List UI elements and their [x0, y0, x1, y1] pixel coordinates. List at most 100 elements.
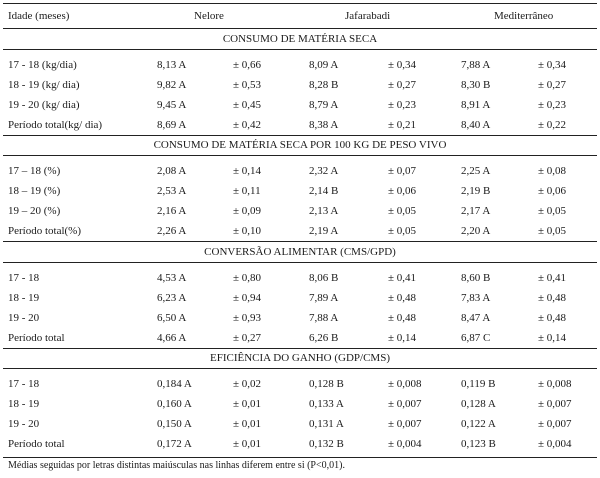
nelore-mean: 6,23 A [157, 292, 187, 304]
mediterraneo-sd: ± 0,23 [538, 99, 567, 111]
section-title: CONSUMO DE MATÉRIA SECA POR 100 KG DE PE… [153, 139, 447, 151]
jafarabadi-mean: 6,26 B [309, 332, 339, 344]
mediterraneo-mean: 8,47 A [461, 312, 491, 324]
jafarabadi-mean: 8,38 A [309, 119, 339, 131]
nelore-sd: ± 0,02 [233, 378, 262, 390]
age-cell: 18 - 19 [8, 292, 40, 304]
age-cell: 18 – 19 (%) [8, 185, 61, 197]
nelore-mean: 8,13 A [157, 59, 187, 71]
nelore-mean: 0,172 A [157, 438, 192, 450]
mediterraneo-sd: ± 0,34 [538, 59, 567, 71]
age-cell: 18 - 19 (kg/ dia) [8, 79, 80, 91]
jafarabadi-sd: ± 0,48 [388, 312, 417, 324]
nelore-sd: ± 0,53 [233, 79, 262, 91]
table-row: 17 - 18 (kg/dia) 8,13 A ± 0,66 8,09 A ± 0,34… [0, 57, 600, 73]
section-title-rule [3, 49, 597, 50]
nelore-mean: 4,66 A [157, 332, 187, 344]
mediterraneo-sd: ± 0,22 [538, 119, 567, 131]
nelore-sd: ± 0,27 [233, 332, 262, 344]
mediterraneo-mean: 0,119 B [461, 378, 496, 390]
age-cell: 19 - 20 [8, 418, 40, 430]
mediterraneo-mean: 0,123 B [461, 438, 496, 450]
nelore-sd: ± 0,11 [233, 185, 261, 197]
jafarabadi-mean: 8,28 B [309, 79, 339, 91]
nelore-mean: 9,45 A [157, 99, 187, 111]
jafarabadi-mean: 0,132 B [309, 438, 344, 450]
nelore-sd: ± 0,45 [233, 99, 262, 111]
jafarabadi-sd: ± 0,05 [388, 225, 417, 237]
age-cell: 17 – 18 (%) [8, 165, 61, 177]
table-row: Período total 4,66 A ± 0,27 6,26 B ± 0,14 6,8… [0, 330, 600, 346]
table-row: 17 – 18 (%) 2,08 A ± 0,14 2,32 A ± 0,07 2,25 … [0, 163, 600, 179]
age-cell: Período total [8, 438, 65, 450]
nelore-mean: 0,184 A [157, 378, 192, 390]
jafarabadi-mean: 2,19 A [309, 225, 339, 237]
age-cell: 18 - 19 [8, 398, 40, 410]
nelore-mean: 6,50 A [157, 312, 187, 324]
nelore-sd: ± 0,93 [233, 312, 262, 324]
mediterraneo-mean: 2,17 A [461, 205, 491, 217]
mediterraneo-mean: 8,30 B [461, 79, 491, 91]
table-header-row: Idade (meses) Nelore Jafarabadi Mediterr… [0, 8, 600, 24]
mediterraneo-sd: ± 0,08 [538, 165, 567, 177]
mediterraneo-mean: 8,60 B [461, 272, 491, 284]
age-cell: 19 - 20 (kg/ dia) [8, 99, 80, 111]
table-row: Período total(%) 2,26 A ± 0,10 2,19 A ± 0,05… [0, 223, 600, 239]
jafarabadi-sd: ± 0,14 [388, 332, 417, 344]
age-cell: 19 – 20 (%) [8, 205, 61, 217]
mediterraneo-sd: ± 0,008 [538, 378, 572, 390]
mediterraneo-sd: ± 0,06 [538, 185, 567, 197]
nelore-mean: 2,26 A [157, 225, 187, 237]
mediterraneo-sd: ± 0,48 [538, 312, 567, 324]
table-row: 18 – 19 (%) 2,53 A ± 0,11 2,14 B ± 0,06 2,19 … [0, 183, 600, 199]
nelore-mean: 2,53 A [157, 185, 187, 197]
mediterraneo-sd: ± 0,007 [538, 418, 572, 430]
table-row: 18 - 19 6,23 A ± 0,94 7,89 A ± 0,48 7,83 A ± 0… [0, 290, 600, 306]
jafarabadi-mean: 2,13 A [309, 205, 339, 217]
jafarabadi-mean: 2,32 A [309, 165, 339, 177]
mediterraneo-sd: ± 0,007 [538, 398, 572, 410]
section-title-rule [3, 155, 597, 156]
section-title-rule [3, 368, 597, 369]
mediterraneo-sd: ± 0,14 [538, 332, 567, 344]
mediterraneo-mean: 7,83 A [461, 292, 491, 304]
age-cell: Período total(%) [8, 225, 82, 237]
nelore-sd: ± 0,42 [233, 119, 262, 131]
table-row: 19 - 20 0,150 A ± 0,01 0,131 A ± 0,007 0,122 … [0, 416, 600, 432]
mediterraneo-mean: 2,20 A [461, 225, 491, 237]
jafarabadi-mean: 8,79 A [309, 99, 339, 111]
nelore-mean: 0,150 A [157, 418, 192, 430]
jafarabadi-sd: ± 0,34 [388, 59, 417, 71]
table-row: 19 - 20 6,50 A ± 0,93 7,88 A ± 0,48 8,47 A ± 0… [0, 310, 600, 326]
age-cell: 19 - 20 [8, 312, 40, 324]
mediterraneo-mean: 0,122 A [461, 418, 496, 430]
mediterraneo-mean: 2,19 B [461, 185, 491, 197]
table-row: Período total 0,172 A ± 0,01 0,132 B ± 0,004… [0, 436, 600, 452]
jafarabadi-sd: ± 0,41 [388, 272, 417, 284]
age-cell: 17 - 18 [8, 272, 40, 284]
jafarabadi-sd: ± 0,007 [388, 418, 422, 430]
nelore-mean: 8,69 A [157, 119, 187, 131]
jafarabadi-mean: 0,128 B [309, 378, 344, 390]
jafarabadi-sd: ± 0,21 [388, 119, 417, 131]
nelore-sd: ± 0,14 [233, 165, 262, 177]
table-row: 17 - 18 4,53 A ± 0,80 8,06 B ± 0,41 8,60 B ± 0… [0, 270, 600, 286]
jafarabadi-mean: 7,88 A [309, 312, 339, 324]
nelore-mean: 9,82 A [157, 79, 187, 91]
mediterraneo-mean: 0,128 A [461, 398, 496, 410]
section-title: EFICIÊNCIA DO GANHO (GDP/CMS) [210, 352, 390, 364]
mediterraneo-mean: 8,40 A [461, 119, 491, 131]
jafarabadi-mean: 8,06 B [309, 272, 339, 284]
table-top-rule [3, 3, 597, 4]
jafarabadi-sd: ± 0,07 [388, 165, 417, 177]
table-row: 18 - 19 0,160 A ± 0,01 0,133 A ± 0,007 0,128 … [0, 396, 600, 412]
section-end-rule [3, 348, 597, 349]
header-age: Idade (meses) [8, 10, 70, 22]
nelore-mean: 2,08 A [157, 165, 187, 177]
jafarabadi-mean: 7,89 A [309, 292, 339, 304]
mediterraneo-sd: ± 0,004 [538, 438, 572, 450]
table-row: 19 - 20 (kg/ dia) 9,45 A ± 0,45 8,79 A ± 0,2… [0, 97, 600, 113]
nelore-mean: 2,16 A [157, 205, 187, 217]
table-row: 19 – 20 (%) 2,16 A ± 0,09 2,13 A ± 0,05 2,17 … [0, 203, 600, 219]
